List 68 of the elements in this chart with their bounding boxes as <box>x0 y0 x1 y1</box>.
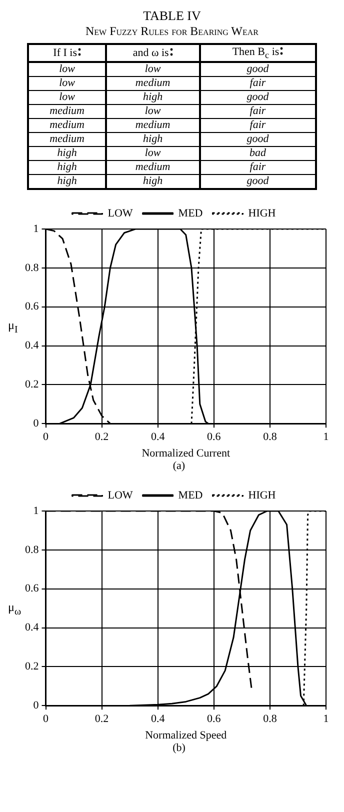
text: fair <box>200 76 316 91</box>
x-tick-label: 0.8 <box>263 713 278 726</box>
text: high <box>106 132 200 147</box>
text: fair <box>200 118 316 133</box>
y-tick-label: 0 <box>33 418 40 430</box>
legend-label: LOW <box>108 208 134 220</box>
text: fair <box>200 104 316 119</box>
text: medium <box>28 132 106 147</box>
y-tick-label: 0.4 <box>25 340 40 352</box>
y-tick-label: 0.4 <box>25 622 40 634</box>
legend-label: LOW <box>108 490 134 502</box>
text: low <box>106 146 200 161</box>
y-tick-label: 0.6 <box>25 300 40 313</box>
y-tick-label: 0 <box>33 700 40 712</box>
text: medium <box>106 160 200 175</box>
text: TABLE IV <box>142 8 202 24</box>
x-tick-label: 1 <box>323 713 329 726</box>
x-tick-label: 0.4 <box>150 431 166 444</box>
y-tick-label: 0.6 <box>25 582 40 595</box>
category-label: and ω is <box>132 47 169 60</box>
text: high <box>28 146 106 161</box>
text: low <box>106 62 200 77</box>
text: New Fuzzy Rules for Bearing Wear <box>84 24 260 39</box>
y-tick-label: 0.2 <box>25 378 39 391</box>
text: high <box>106 90 200 105</box>
text: high <box>106 174 200 190</box>
x-axis-title: Normalized Current <box>142 447 230 460</box>
text: medium <box>106 118 200 133</box>
x-tick-label: 1 <box>323 431 329 444</box>
x-tick-label: 0.2 <box>94 713 109 726</box>
category-label: Then B$_{c}$ is <box>232 46 280 60</box>
x-tick-label: 0.6 <box>207 713 222 726</box>
text: good <box>200 62 316 77</box>
y-axis-title: μ$_{I}$ <box>8 318 18 336</box>
legend-label: HIGH <box>248 490 276 502</box>
x-tick-label: 0.2 <box>94 431 109 444</box>
text: medium <box>28 118 106 133</box>
text: medium <box>106 76 200 91</box>
text: low <box>28 90 106 105</box>
y-axis-title: μ$_{ω}$ <box>8 600 22 618</box>
x-tick-label: 0 <box>43 431 49 444</box>
text: good <box>200 132 316 147</box>
x-tick-label: 0.6 <box>207 431 222 444</box>
y-tick-label: 1 <box>33 223 39 236</box>
y-tick-label: 0.2 <box>25 660 39 673</box>
category-label: If I is <box>53 47 77 60</box>
x-tick-label: 0.4 <box>150 713 166 726</box>
text: low <box>28 76 106 91</box>
y-tick-label: 0.8 <box>25 262 40 274</box>
text: (b) <box>172 742 186 754</box>
text: bad <box>200 146 316 161</box>
x-tick-label: 0.8 <box>263 431 278 444</box>
legend-label: MED <box>178 490 203 502</box>
text: low <box>106 104 200 119</box>
text: low <box>28 62 106 77</box>
y-tick-label: 0.8 <box>25 544 40 556</box>
legend-label: MED <box>178 208 203 220</box>
text: good <box>200 90 316 105</box>
text: (a) <box>172 460 186 472</box>
text: medium <box>28 104 106 119</box>
legend-label: HIGH <box>248 208 276 220</box>
x-tick-label: 0 <box>43 713 49 726</box>
text: good <box>200 174 316 190</box>
text: fair <box>200 160 316 175</box>
text: high <box>28 174 106 190</box>
x-axis-title: Normalized Speed <box>145 729 228 742</box>
y-tick-label: 1 <box>33 505 39 518</box>
text: high <box>28 160 106 175</box>
